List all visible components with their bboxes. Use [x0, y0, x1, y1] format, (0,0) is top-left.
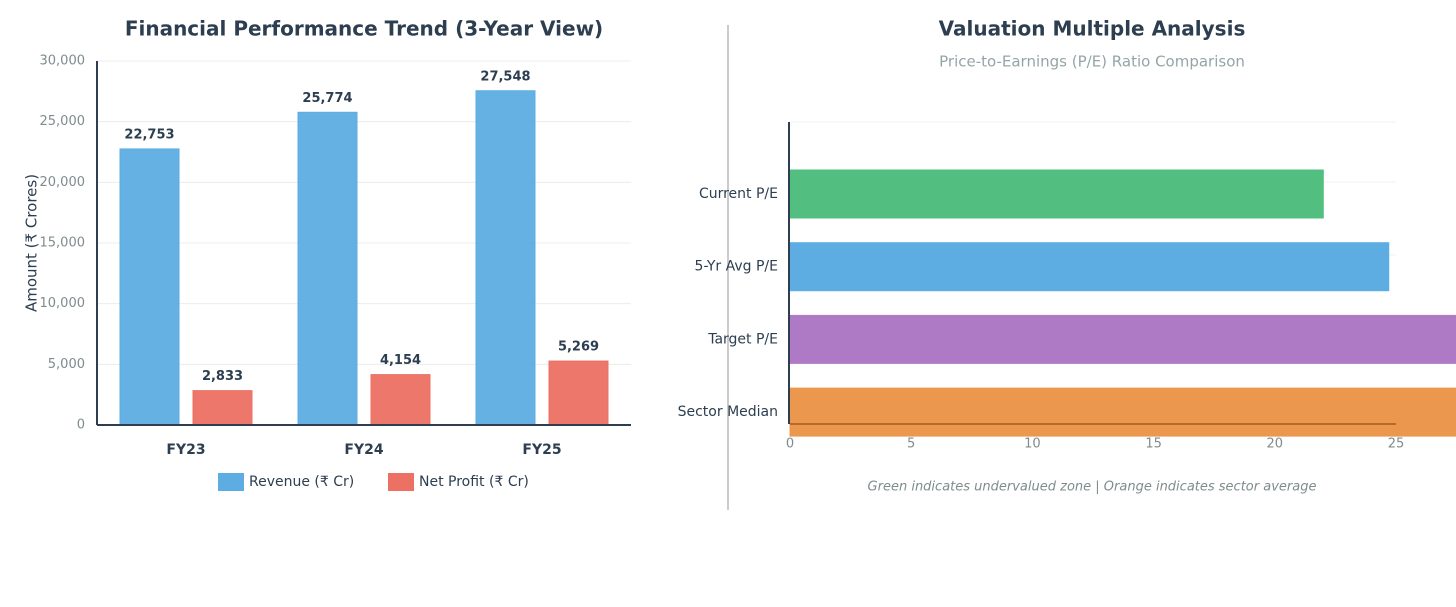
- y-tick-label: 30,000: [40, 54, 86, 69]
- y-tick-label: 5-Yr Avg P/E: [695, 259, 778, 275]
- legend-swatch: [388, 473, 414, 491]
- legend-swatch: [218, 473, 244, 491]
- bar: [789, 169, 1324, 219]
- value-label: 2,833: [202, 369, 243, 384]
- legend-label: Net Profit (₹ Cr): [419, 474, 529, 490]
- y-tick-label: Current P/E: [699, 186, 778, 202]
- x-tick-label: 10: [1024, 437, 1041, 452]
- bar: [119, 148, 180, 426]
- y-tick-label: 15,000: [40, 236, 86, 251]
- legend-label: Revenue (₹ Cr): [249, 474, 354, 490]
- value-label: 22,753: [124, 127, 174, 142]
- x-tick-label: FY24: [344, 442, 383, 458]
- value-label: 4,154: [380, 353, 421, 368]
- y-tick-label: Target P/E: [707, 331, 778, 347]
- value-label: 27,548: [480, 69, 530, 84]
- y-tick-label: 10,000: [40, 296, 86, 311]
- x-tick-label: 15: [1145, 437, 1162, 452]
- value-label: 5,269: [558, 340, 599, 355]
- x-tick-label: 25: [1388, 437, 1405, 452]
- y-axis-label: Amount (₹ Crores): [23, 174, 41, 312]
- footnote: Green indicates undervalued zone | Orang…: [868, 480, 1317, 495]
- bar: [192, 390, 253, 426]
- y-tick-label: 0: [77, 418, 85, 433]
- bar: [548, 360, 609, 426]
- bar: [789, 314, 1456, 364]
- x-tick-label: 20: [1267, 437, 1284, 452]
- y-tick-label: 25,000: [40, 114, 86, 129]
- bar: [789, 387, 1456, 437]
- chart-subtitle: Price-to-Earnings (P/E) Ratio Comparison: [939, 53, 1245, 71]
- bar: [297, 111, 358, 426]
- x-tick-label: FY25: [522, 442, 561, 458]
- x-tick-label: FY23: [166, 442, 205, 458]
- bar: [370, 374, 431, 426]
- y-tick-label: 5,000: [48, 357, 85, 372]
- y-tick-label: Sector Median: [678, 404, 778, 420]
- value-label: 25,774: [302, 91, 352, 106]
- bar: [475, 90, 536, 426]
- bar: [789, 242, 1390, 292]
- x-tick-label: 5: [907, 437, 915, 452]
- chart-title: Financial Performance Trend (3-Year View…: [125, 17, 603, 41]
- x-tick-label: 0: [786, 437, 794, 452]
- y-tick-label: 20,000: [40, 175, 86, 190]
- chart-title: Valuation Multiple Analysis: [939, 17, 1246, 41]
